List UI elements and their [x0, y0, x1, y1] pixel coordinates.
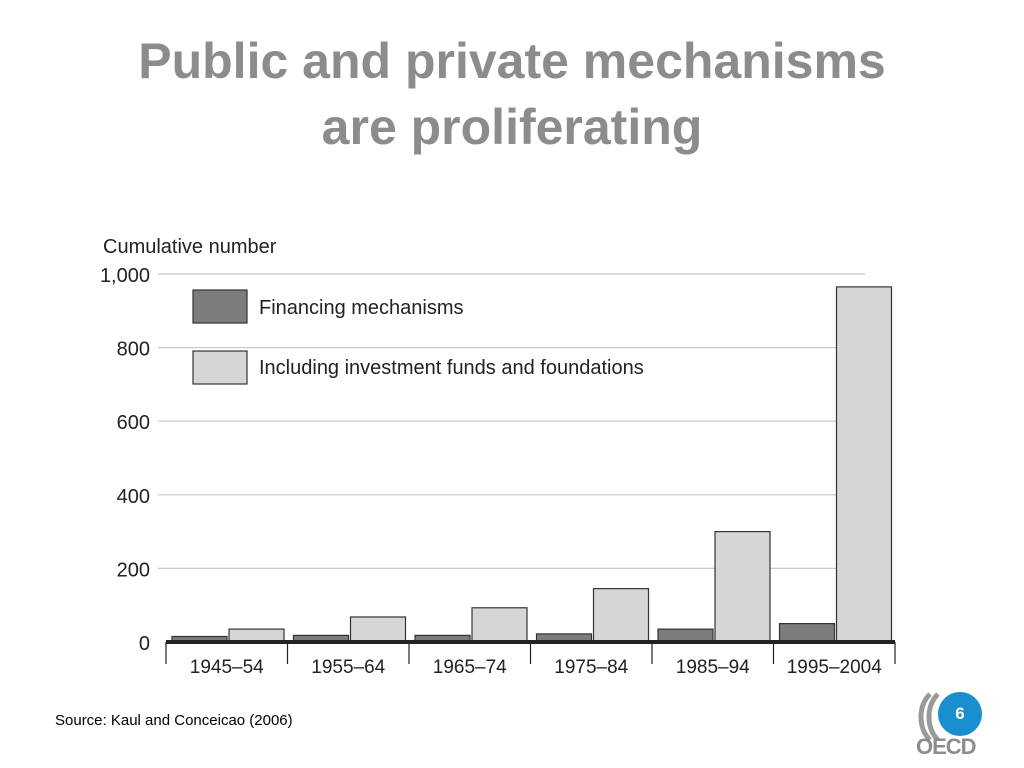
x-tick-label: 1965–74: [433, 657, 507, 678]
y-tick-label: 400: [117, 486, 150, 508]
y-tick-label: 800: [117, 339, 150, 361]
bars: [171, 286, 893, 643]
x-axis: [165, 640, 896, 664]
bar-chart: Cumulative number 0 200 400 600 800 1,000 194…: [100, 236, 896, 678]
y-tick-labels: 0 200 400 600 800 1,000: [100, 265, 150, 655]
y-tick-label: 200: [117, 559, 150, 581]
source-note: Source: Kaul and Conceicao (2006): [55, 712, 293, 729]
oecd-logo-icon: [918, 692, 940, 742]
legend-label-financing: Financing mechanisms: [259, 297, 464, 319]
y-axis-label: Cumulative number: [103, 236, 277, 258]
title-line-2: are proliferating: [321, 99, 703, 155]
y-tick-label: 600: [117, 412, 150, 434]
slide-title: Public and private mechanisms are prolif…: [0, 28, 1024, 160]
page-number-badge: 6: [938, 692, 982, 736]
title-line-1: Public and private mechanisms: [138, 33, 886, 89]
legend-swatch-financing: [192, 289, 248, 324]
y-tick-label: 1,000: [100, 265, 150, 287]
legend-swatch-including: [192, 350, 248, 385]
x-tick-label: 1955–64: [311, 657, 385, 678]
x-tick-label: 1945–54: [190, 657, 264, 678]
x-tick-label: 1995–2004: [787, 657, 883, 678]
x-tick-label: 1975–84: [554, 657, 628, 678]
bar-financing: [778, 623, 836, 643]
legend-label-including: Including investment funds and foundatio…: [259, 357, 644, 379]
oecd-logo-text: OECD: [916, 734, 977, 759]
legend: Financing mechanisms Including investmen…: [192, 289, 644, 385]
bar-including: [592, 588, 650, 643]
bar-including: [349, 616, 407, 643]
bar-including: [471, 607, 528, 643]
bar-including: [714, 531, 771, 643]
x-tick-labels: 1945–54 1955–64 1965–74 1975–84 1985–94 1995–…: [190, 657, 882, 678]
bar-including: [835, 286, 893, 643]
y-tick-label: 0: [139, 633, 150, 655]
x-tick-label: 1985–94: [676, 657, 750, 678]
